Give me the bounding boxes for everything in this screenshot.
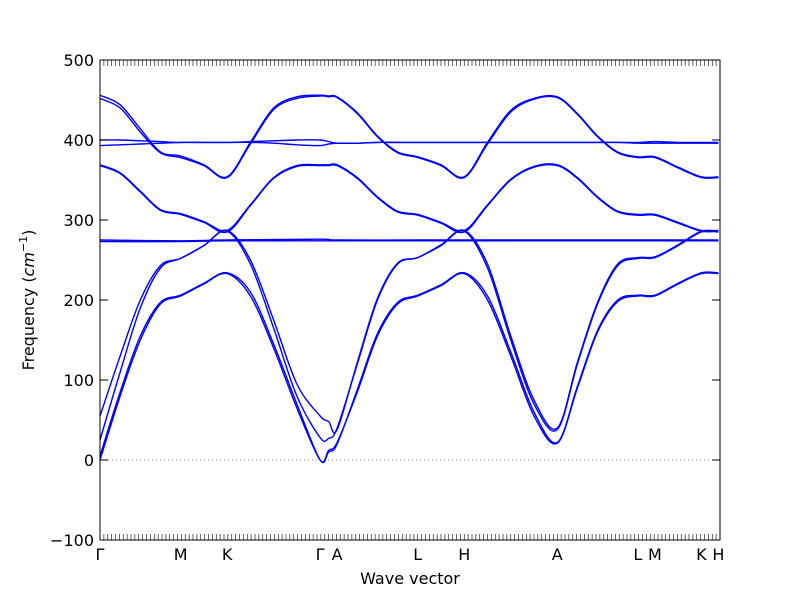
x-tick-label: H — [712, 545, 724, 564]
dispersion-branch-3 — [99, 229, 719, 443]
dispersion-branch-12 — [99, 94, 719, 179]
x-axis-label: Wave vector — [360, 569, 460, 588]
y-axis-label: Frequency (cm−1) — [17, 230, 38, 371]
y-tick-label: 0 — [84, 451, 94, 470]
y-tick-label: 200 — [63, 291, 94, 310]
y-ticks: −100 0 100 200 300 400 500 — [50, 51, 720, 550]
dispersion-branch-8 — [99, 163, 719, 232]
y-tick-label: −100 — [50, 531, 94, 550]
x-tick-label: A — [552, 545, 563, 564]
y-tick-label: 300 — [63, 211, 94, 230]
plot-frame — [99, 59, 721, 541]
dispersion-branch-4 — [99, 229, 719, 434]
x-tick-label: A — [332, 545, 343, 564]
dispersion-branch-7 — [99, 163, 719, 234]
x-tick-label: Γ — [316, 545, 325, 564]
x-tick-label: L — [633, 545, 642, 564]
x-tick-label: L — [413, 545, 422, 564]
y-tick-label: 400 — [63, 131, 94, 150]
y-tick-label: 500 — [63, 51, 94, 70]
dispersion-branch-1 — [99, 272, 719, 463]
y-axis-label-prefix: Frequency ( — [19, 276, 38, 370]
x-tick-label: M — [648, 545, 662, 564]
x-tick-label: Γ — [96, 545, 105, 564]
x-tick-label: K — [222, 545, 233, 564]
y-tick-label: 100 — [63, 371, 94, 390]
dispersion-branch-5 — [99, 238, 719, 242]
x-tick-label: K — [696, 545, 707, 564]
y-axis-label-suffix: ) — [19, 230, 38, 236]
dispersion-branch-6 — [99, 240, 719, 243]
x-tick-label: H — [458, 545, 470, 564]
dispersion-branch-2 — [99, 271, 719, 464]
dispersion-branch-11 — [99, 95, 719, 180]
series-layer — [99, 94, 719, 464]
dispersion-branch-10 — [99, 141, 719, 147]
y-axis-label-exponent: −1 — [17, 236, 30, 252]
x-tick-label: M — [174, 545, 188, 564]
y-axis-label-unit: cm — [19, 252, 38, 276]
